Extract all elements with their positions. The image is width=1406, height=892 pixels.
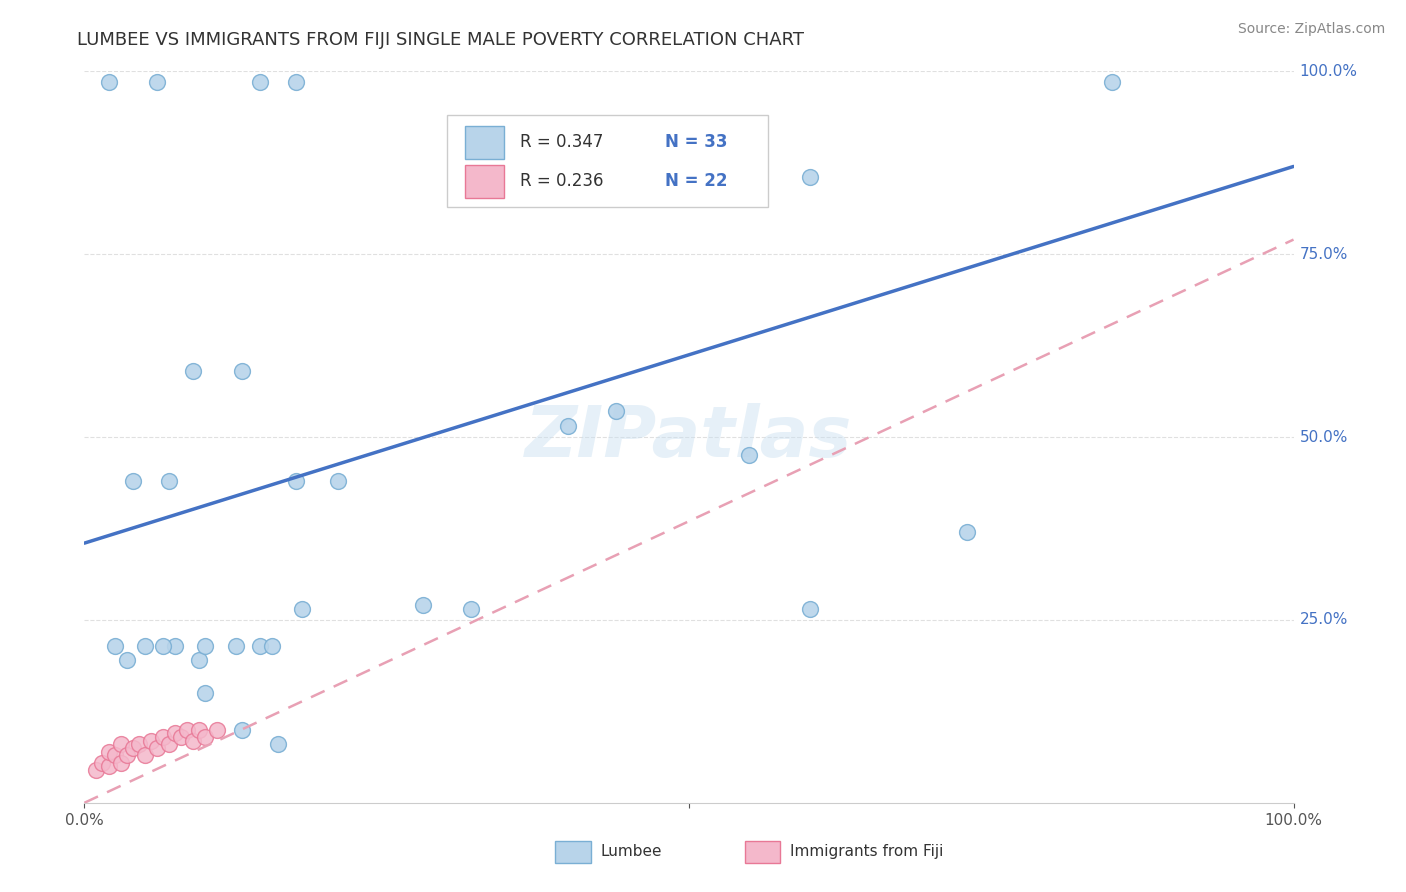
Text: 75.0%: 75.0% (1299, 247, 1348, 261)
Point (605, 404, 627, 418)
Text: 25.0%: 25.0% (1299, 613, 1348, 627)
Point (115, 748, 138, 763)
Point (231, 723, 253, 737)
Point (181, 733, 204, 747)
Text: Immigrants from Fiji: Immigrants from Fiji (790, 845, 943, 859)
Point (86, 763, 108, 777)
Text: ZIPatlas: ZIPatlas (526, 402, 852, 472)
FancyBboxPatch shape (465, 126, 503, 159)
Point (231, 364, 253, 378)
Point (181, 364, 204, 378)
Text: N = 33: N = 33 (665, 134, 727, 152)
Point (157, 737, 180, 751)
Point (121, 474, 143, 488)
Point (188, 653, 211, 667)
Point (284, 75, 308, 89)
Point (91, 756, 114, 770)
Point (207, 723, 229, 737)
Point (267, 737, 290, 751)
Point (170, 730, 193, 744)
Text: Source: ZipAtlas.com: Source: ZipAtlas.com (1237, 22, 1385, 37)
Text: R = 0.236: R = 0.236 (520, 172, 603, 190)
Point (157, 474, 180, 488)
Text: Lumbee: Lumbee (600, 845, 662, 859)
Text: 50.0%: 50.0% (1299, 430, 1348, 444)
Text: R = 0.347: R = 0.347 (520, 134, 603, 152)
Point (165, 726, 187, 740)
Point (176, 723, 198, 737)
Text: N = 22: N = 22 (665, 172, 727, 190)
Point (799, 602, 821, 616)
Point (134, 639, 156, 653)
Point (738, 448, 761, 462)
FancyBboxPatch shape (465, 165, 503, 198)
Point (146, 75, 169, 89)
Point (194, 730, 217, 744)
Point (110, 756, 132, 770)
Point (194, 686, 217, 700)
Point (291, 602, 314, 616)
Point (128, 737, 150, 751)
Point (412, 599, 434, 613)
Point (1101, 75, 1123, 89)
Point (97, 75, 120, 89)
Point (104, 748, 127, 763)
Text: LUMBEE VS IMMIGRANTS FROM FIJI SINGLE MALE POVERTY CORRELATION CHART: LUMBEE VS IMMIGRANTS FROM FIJI SINGLE MA… (77, 31, 804, 49)
Point (194, 639, 217, 653)
Point (139, 733, 162, 747)
Point (165, 639, 187, 653)
Point (260, 639, 283, 653)
Point (249, 75, 271, 89)
Point (152, 639, 174, 653)
Point (249, 639, 271, 653)
Point (110, 737, 132, 751)
Point (121, 740, 143, 755)
Point (284, 474, 308, 488)
Point (557, 419, 579, 434)
Text: 100.0%: 100.0% (1299, 64, 1358, 78)
Point (799, 170, 821, 185)
Point (328, 474, 350, 488)
FancyBboxPatch shape (447, 115, 768, 207)
Point (146, 740, 169, 755)
Point (104, 639, 127, 653)
Point (97, 745, 120, 759)
Point (225, 639, 247, 653)
Point (97, 759, 120, 773)
Point (115, 653, 138, 667)
Point (956, 525, 979, 540)
Point (134, 748, 156, 763)
Point (460, 602, 482, 616)
Point (152, 730, 174, 744)
Point (188, 723, 211, 737)
